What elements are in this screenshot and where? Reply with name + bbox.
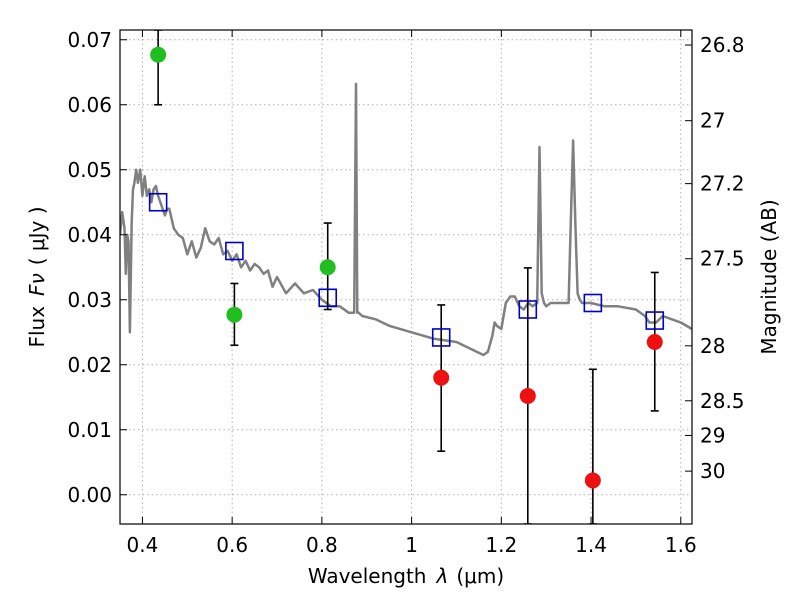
model-flux-square <box>583 293 603 313</box>
y-tick-label: 0.01 <box>67 418 112 442</box>
photometry-point <box>584 472 601 489</box>
y-tick-label: 0.04 <box>67 223 112 247</box>
model-flux-square <box>431 328 451 347</box>
photometry-point <box>433 369 450 386</box>
y2-tick-label: 26.8 <box>700 33 745 57</box>
y2-tick-label: 29 <box>700 423 725 447</box>
x-tick-label: 1 <box>405 533 418 557</box>
model-flux-square <box>225 241 244 261</box>
y2-tick-label: 27.5 <box>700 247 745 271</box>
plot-content <box>120 30 692 524</box>
y-tick-label: 0.07 <box>67 28 112 52</box>
photometry-point <box>519 387 536 404</box>
model-flux-square <box>148 192 168 212</box>
y-axis-title: FluxFν( μJy ) <box>25 206 49 347</box>
photometry-point <box>150 46 167 63</box>
y2-tick-label: 27 <box>700 109 725 133</box>
plot-background <box>120 30 692 524</box>
y-tick-label: 0.05 <box>67 158 112 182</box>
model-flux-square <box>518 300 538 319</box>
y2-tick-label: 28 <box>700 334 725 358</box>
x-tick-label: 0.6 <box>216 533 248 557</box>
photometry-point <box>226 306 243 323</box>
x-tick-label: 0.8 <box>306 533 338 557</box>
photometry-point <box>646 334 663 350</box>
x-tick-label: 1.4 <box>575 533 607 557</box>
x-tick-label: 1.2 <box>485 533 517 557</box>
ticks <box>120 30 692 524</box>
y2-tick-label: 30 <box>700 459 725 483</box>
y2-axis-title: Magnitude (AB) <box>757 199 781 354</box>
plot-frame <box>119 29 693 525</box>
photometry-point <box>319 259 336 276</box>
y-tick-label: 0.06 <box>67 93 112 117</box>
y2-tick-label: 28.5 <box>700 389 745 413</box>
y-tick-label: 0.00 <box>67 483 112 507</box>
y-tick-label: 0.03 <box>67 288 112 312</box>
y2-tick-label: 27.2 <box>700 172 745 196</box>
y-tick-label: 0.02 <box>67 353 112 377</box>
tick-labels: 0.4 0.6 0.8 1 1.2 1.4 1.6 0.00 0.01 0.02 0.03 0.04 0… <box>67 28 744 557</box>
x-tick-label: 0.4 <box>127 533 159 557</box>
x-tick-label: 1.6 <box>665 533 697 557</box>
x-axis-title: Wavelength λ (μm) <box>308 564 504 588</box>
grid <box>120 30 692 524</box>
model-flux-square <box>318 288 338 308</box>
model-flux-square <box>645 311 665 330</box>
